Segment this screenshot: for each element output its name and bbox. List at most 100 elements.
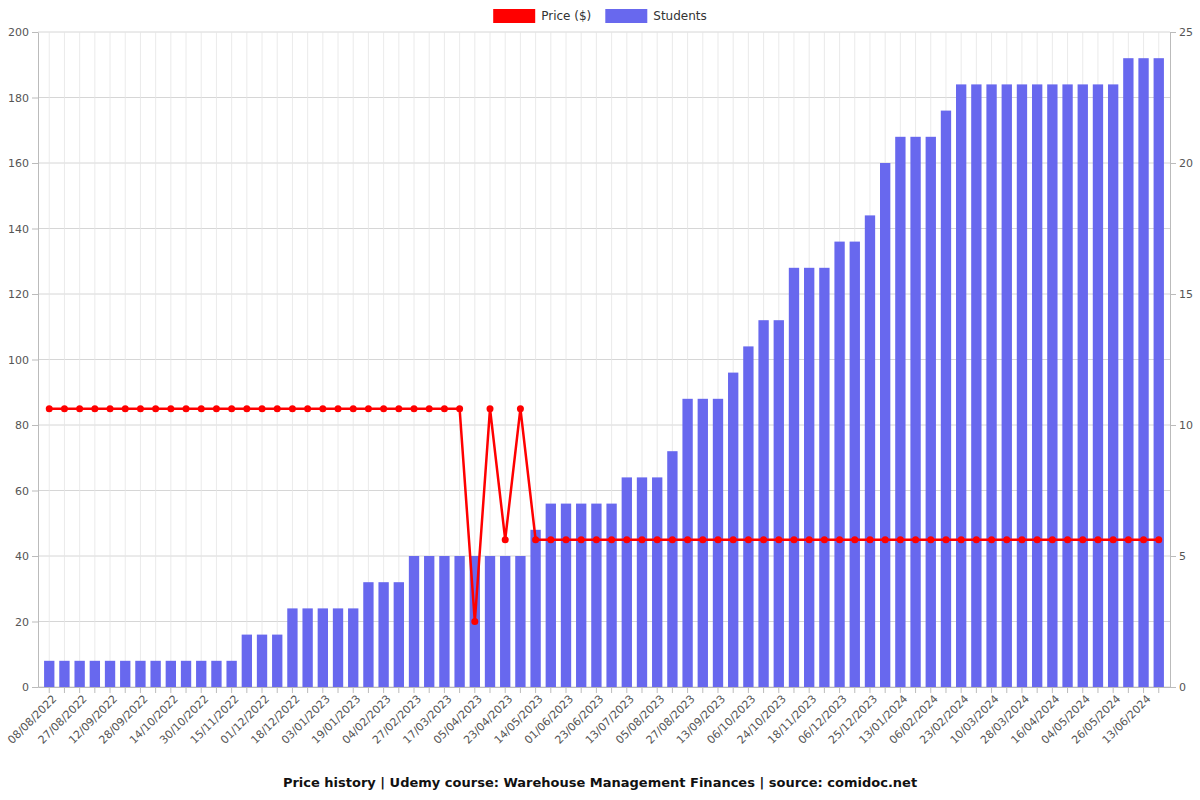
bar [439,556,449,687]
x-tick-mark [398,687,399,693]
x-tick [1128,687,1129,693]
x-tick [277,687,278,693]
bar [59,661,69,687]
marker [61,405,68,412]
marker [1155,536,1162,543]
grid-line-x [216,32,217,687]
marker [487,405,494,412]
bar [424,556,434,687]
marker [456,405,463,412]
x-tick-mark [246,687,247,693]
y2-tick-mark [1170,294,1176,295]
x-axis: 08/08/202227/08/202212/09/202228/09/2022… [5,687,1170,747]
x-tick-mark [915,687,916,693]
x-tick-mark [976,687,977,693]
grid-line-y [38,425,1170,426]
y2-tick: 20 [1170,157,1193,170]
grid-line-x [338,32,339,687]
y2-tick-mark [1170,32,1176,33]
marker [243,405,250,412]
marker [821,536,828,543]
chart-title: Price history | Udemy course: Warehouse … [283,775,917,790]
y2-tick: 25 [1170,26,1193,39]
x-tick-mark [1097,687,1098,693]
grid-line-x [110,32,111,687]
marker [608,536,615,543]
x-tick-mark [490,687,491,693]
y2-tick-label: 25 [1179,26,1193,39]
x-tick [1158,687,1159,693]
x-tick [945,687,946,693]
line [49,409,1159,622]
bar [257,635,267,687]
bar [515,556,525,687]
bar [90,661,100,687]
y2-tick: 10 [1170,419,1193,432]
bar [1108,84,1118,687]
grid-line-y [38,32,1170,33]
x-tick [125,687,126,693]
marker [790,536,797,543]
bar [971,84,981,687]
bar [1062,84,1072,687]
bar [1093,84,1103,687]
grid-line-y [38,687,1170,688]
bar [394,582,404,687]
grid-line-x [49,32,50,687]
y-tick: 40 [15,550,38,563]
marker [350,405,357,412]
marker [1140,536,1147,543]
y2-tick-label: 0 [1179,681,1186,694]
x-tick [246,687,247,693]
marker [411,405,418,412]
y-tick-mark [32,425,38,426]
bar [865,215,875,687]
bar [561,504,571,687]
y-tick-mark [32,556,38,557]
x-tick [976,687,977,693]
x-tick [611,687,612,693]
marker [638,536,645,543]
bar [1047,84,1057,687]
x-tick-mark [1006,687,1007,693]
y-tick-mark [32,98,38,99]
grid-line-y [38,490,1170,491]
bar [530,530,540,687]
x-tick-mark [611,687,612,693]
marker [395,405,402,412]
grid-line-x [140,32,141,687]
marker [988,536,995,543]
marker [1018,536,1025,543]
marker [699,536,706,543]
marker [441,405,448,412]
bar [622,477,632,687]
bar [850,242,860,687]
bar [135,661,145,687]
y-tick-mark [32,294,38,295]
grid-line-x [64,32,65,687]
grid-line-y [38,359,1170,360]
grid-line-x [307,32,308,687]
x-tick-mark [94,687,95,693]
x-tick [1006,687,1007,693]
y-tick-label: 120 [8,288,29,301]
y2-axis: 0510152025 [1170,26,1193,694]
y-tick: 100 [8,354,38,367]
bar [302,608,312,687]
y-tick-mark [32,360,38,361]
marker [380,405,387,412]
grid-line-x [201,32,202,687]
x-tick [1067,687,1068,693]
legend-swatch [493,9,535,23]
bar [637,477,647,687]
grid-line-x [262,32,263,687]
y2-tick-label: 20 [1179,157,1193,170]
grid-line-y [38,556,1170,557]
marker [563,536,570,543]
x-tick: 13/06/2024 [1100,687,1154,747]
bar [105,661,115,687]
x-tick-mark [885,687,886,693]
x-tick-mark [186,687,187,693]
marker [851,536,858,543]
x-tick-mark [216,687,217,693]
